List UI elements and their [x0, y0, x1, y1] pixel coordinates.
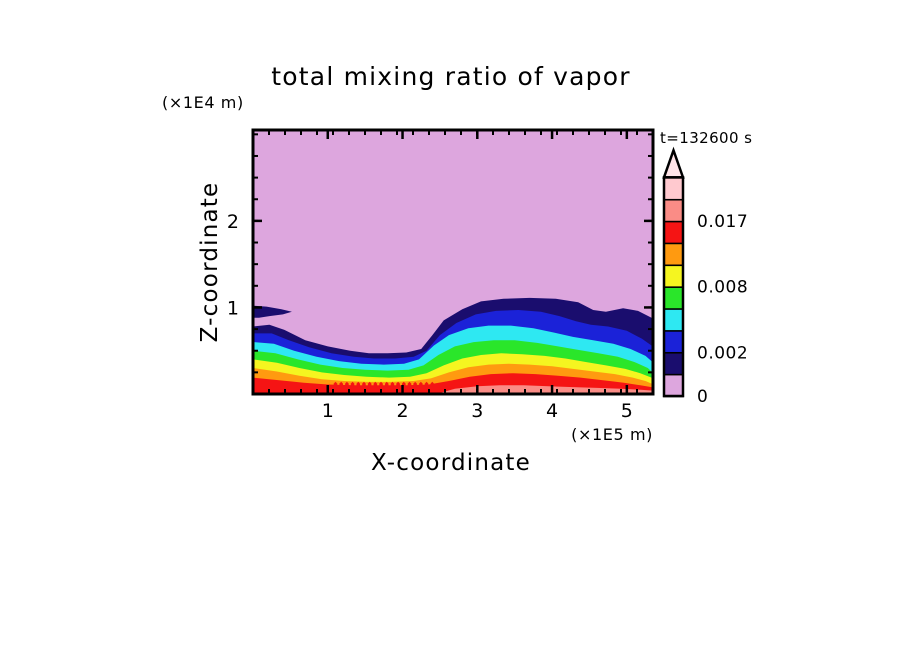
colorbar-frame	[662, 176, 685, 398]
sawtooth-tooth	[356, 381, 360, 394]
x-unit-label: (×1E5 m)	[571, 425, 653, 444]
colorbar-label: 0.017	[697, 212, 748, 232]
sawtooth-tooth	[419, 381, 423, 394]
sawtooth-tooth	[424, 381, 429, 394]
left-navy-wedge	[253, 305, 292, 318]
colorbar[interactable]: 0.017 0.008 0.002 0	[662, 146, 748, 407]
y-tick-label: 1	[227, 297, 239, 319]
colorbar-swatch[interactable]	[663, 285, 684, 310]
x-tick-label: 1	[322, 400, 334, 422]
sawtooth-tooth	[345, 381, 349, 394]
sawtooth-tooth	[350, 381, 355, 394]
colorbar-label: 0.002	[697, 343, 748, 363]
contour-band	[436, 385, 652, 394]
y-axis-title: Z-coordinate	[197, 182, 223, 343]
colorbar-swatch[interactable]	[663, 264, 684, 288]
x-tick-label: 2	[396, 400, 408, 422]
x-tick-label: 4	[546, 400, 558, 422]
x-axis-tick-labels: 1 2 3 4 5	[322, 400, 633, 422]
sawtooth-tooth	[339, 381, 343, 394]
colorbar-swatch[interactable]	[663, 220, 684, 245]
colorbar-label: 0.008	[697, 278, 748, 298]
sawtooth-tooth	[430, 381, 434, 394]
y-tick-label: 2	[227, 211, 239, 233]
colorbar-swatches	[663, 176, 684, 398]
y-unit-label: (×1E4 m)	[162, 93, 244, 112]
colorbar-swatch[interactable]	[663, 329, 684, 354]
plot-frame	[251, 128, 655, 396]
colorbar-tick-labels: 0.017 0.008 0.002 0	[697, 212, 748, 407]
colorbar-swatch[interactable]	[663, 242, 684, 267]
colorbar-label: 0	[697, 387, 708, 407]
x-tick-label: 3	[471, 400, 483, 422]
sawtooth-tooth	[390, 381, 395, 394]
sawtooth-tooth	[413, 381, 417, 394]
y-axis-tick-labels: 12	[227, 211, 239, 320]
colorbar-swatch[interactable]	[663, 176, 684, 201]
time-annotation: t=132600 s	[660, 129, 752, 147]
x-axis-ticks	[252, 130, 638, 394]
x-tick-label: 5	[621, 400, 633, 422]
colorbar-swatch[interactable]	[663, 307, 684, 332]
sawtooth-tooth	[407, 381, 412, 394]
sawtooth-tooth	[385, 381, 389, 394]
colorbar-swatch[interactable]	[663, 373, 684, 398]
x-axis-title: X-coordinate	[371, 450, 531, 476]
page-title: total mixing ratio of vapor	[271, 62, 630, 91]
colorbar-swatch[interactable]	[663, 351, 684, 376]
sawtooth-tooth	[333, 381, 338, 394]
sawtooth-tooth	[367, 381, 372, 394]
sawtooth-tooth	[373, 381, 378, 394]
colorbar-swatch[interactable]	[663, 198, 684, 223]
y-axis-ticks	[253, 133, 653, 395]
